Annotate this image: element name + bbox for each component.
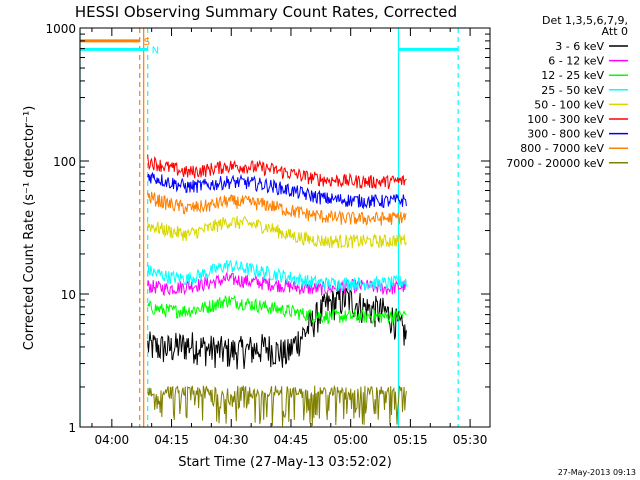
y-tick-label-1: 10 bbox=[61, 288, 76, 302]
legend-label-8: 7000 - 20000 keV bbox=[506, 157, 604, 170]
legend-header-line2: Att 0 bbox=[602, 25, 628, 38]
series-line-0 bbox=[147, 287, 407, 370]
x-axis-label: Start Time (27-May-13 03:52:02) bbox=[178, 455, 392, 470]
series-line-4 bbox=[147, 215, 407, 250]
legend-label-3: 25 - 50 keV bbox=[541, 84, 604, 97]
y-tick-label-3: 1000 bbox=[45, 22, 76, 36]
y-axis-label: Corrected Count Rate (s⁻¹ detector⁻¹) bbox=[22, 106, 37, 351]
x-tick-label-4: 05:00 bbox=[333, 433, 368, 447]
x-tick-label-0: 04:00 bbox=[95, 433, 130, 447]
series-line-5 bbox=[147, 154, 407, 190]
series-line-3 bbox=[147, 259, 407, 293]
flag-label-N: N bbox=[152, 45, 159, 56]
series-line-6 bbox=[147, 171, 407, 210]
legend-label-6: 300 - 800 keV bbox=[527, 128, 604, 141]
series-line-8 bbox=[147, 384, 407, 427]
x-tick-label-2: 04:30 bbox=[214, 433, 249, 447]
footer-timestamp: 27-May-2013 09:13 bbox=[558, 468, 636, 477]
series-line-7 bbox=[147, 191, 407, 226]
legend-label-1: 6 - 12 keV bbox=[548, 55, 604, 68]
legend-label-5: 100 - 300 keV bbox=[527, 113, 604, 126]
x-tick-label-3: 04:45 bbox=[274, 433, 309, 447]
x-tick-label-1: 04:15 bbox=[154, 433, 189, 447]
legend-label-4: 50 - 100 keV bbox=[534, 98, 604, 111]
y-tick-label-2: 100 bbox=[53, 155, 76, 169]
chart-title: HESSI Observing Summary Count Rates, Cor… bbox=[75, 3, 457, 21]
x-tick-label-5: 05:15 bbox=[393, 433, 428, 447]
flag-label-S: S bbox=[144, 37, 150, 48]
axes: 04:00 04:15 04:30 04:45 05:00 05:15 05:30 1 10 10… bbox=[45, 22, 491, 447]
legend-label-7: 800 - 7000 keV bbox=[520, 142, 604, 155]
legend-header-line1: Det 1,3,5,6,7,9, bbox=[542, 14, 628, 27]
legend-label-0: 3 - 6 keV bbox=[555, 40, 604, 53]
y-tick-label-0: 1 bbox=[68, 421, 76, 435]
legend-label-2: 12 - 25 keV bbox=[541, 69, 604, 82]
plot-area: SN bbox=[79, 28, 459, 427]
series-line-2 bbox=[147, 294, 407, 325]
series-line-1 bbox=[147, 270, 407, 297]
plot-frame bbox=[79, 27, 491, 428]
x-tick-label-6: 05:30 bbox=[453, 433, 488, 447]
